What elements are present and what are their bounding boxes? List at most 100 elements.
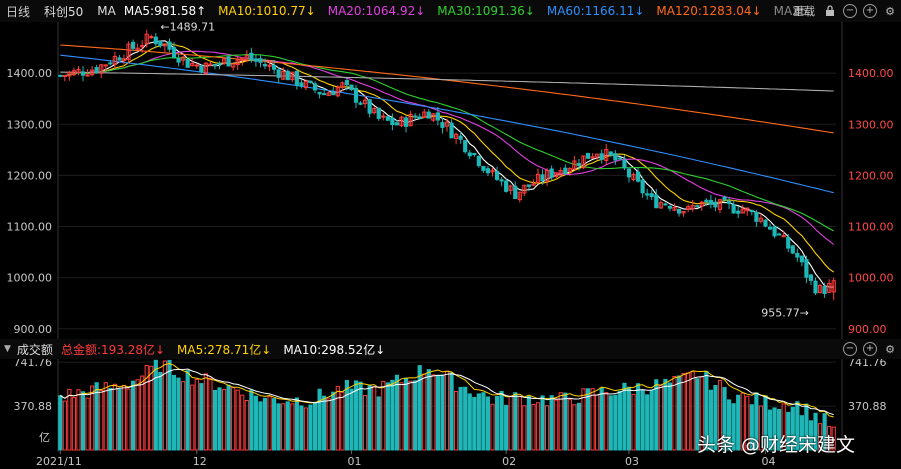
volume-bar [381,380,386,451]
volume-bar [85,397,90,451]
candle-body [631,174,636,180]
candle-body [654,194,659,209]
candle-body [444,121,450,127]
volume-bar [422,373,427,451]
volume-bar [290,403,295,451]
volume-moving-averages [60,362,834,418]
volume-bar [285,401,290,451]
volume-bar [827,426,832,451]
candle-body [267,64,272,67]
candle-body [704,199,709,203]
period-label[interactable]: 日线 [6,4,31,19]
volume-bar [658,385,663,451]
candle-body [130,41,136,49]
candle-body [99,64,104,74]
volume-bar [303,407,309,451]
volume-bar [335,385,340,451]
candle-body [717,199,723,210]
ma-label[interactable]: MA [97,4,116,18]
candle-body [167,41,172,50]
candle-body [808,274,814,281]
plus-icon[interactable]: + [863,342,877,356]
plus-icon[interactable]: + [863,4,877,18]
volume-bar [90,385,95,451]
volume-bar [108,387,113,451]
volume-bar [153,359,158,451]
volume-bar [181,381,186,451]
volume-bar [272,398,277,451]
candle-body [367,99,372,114]
date-tick-label: 02 [502,455,516,468]
price-tick-left: 1100.00 [7,221,53,234]
volume-bar [171,374,177,451]
candle-body [799,255,804,263]
volume-bar [244,400,249,451]
candle-body [331,91,336,96]
settings-icon[interactable]: ⚙ [885,4,895,18]
candle-body [745,207,750,212]
candle-body [640,179,645,194]
volume-bar [431,374,436,451]
volume-bar [667,382,673,451]
volume-bar [645,394,650,451]
candle-body [126,43,131,61]
candle-body [340,82,345,88]
volume-bar [608,395,613,451]
candle-body [563,167,568,175]
volume-bar [322,395,327,451]
price-tick-right: 900.00 [848,323,887,336]
volume-bar [208,377,213,451]
price-moving-averages [60,40,835,288]
ma-line-ma250 [60,71,834,92]
volume-bar [513,392,518,451]
candle-body [240,57,245,61]
volume-bar [353,380,359,451]
minus-icon[interactable]: − [843,4,857,18]
candle-body [781,235,786,238]
collapse-icon[interactable]: ▼ [4,344,11,354]
candle-body [499,179,504,182]
candle-body [476,155,481,167]
volume-indicator-0: 总金额:193.28亿↓ [60,342,166,357]
minus-icon[interactable]: − [843,342,857,356]
volume-bar [631,393,636,451]
volume-bar [190,384,195,451]
candle-body [426,111,431,119]
candle-body [285,70,290,81]
volume-bar [567,399,572,451]
price-tick-right: 1100.00 [848,221,894,234]
volume-bar [413,380,418,451]
candle-body [203,62,208,75]
candle-body [754,211,759,222]
reset-label[interactable]: 重载 [793,5,815,18]
candle-body [390,117,395,126]
lock-icon[interactable] [823,4,837,18]
volume-bar [817,423,823,451]
candle-body [435,112,440,121]
candle-body [813,280,818,294]
volume-bar [504,404,509,451]
price-tick-right: 1200.00 [848,169,894,182]
volume-bar [258,401,263,451]
settings-icon[interactable]: ⚙ [885,342,895,356]
candle-body [158,40,163,47]
volume-bar [449,372,454,451]
candle-body [281,70,286,80]
volume-bar [130,380,136,451]
volume-bar [76,389,81,451]
candle-body [335,86,340,97]
candle-body [303,81,309,89]
candle-body [94,67,99,73]
volume-bar [162,360,168,451]
volume-bar [117,388,122,451]
volume-bar [231,387,236,451]
candle-body [140,45,145,48]
price-axis-labels: 900.00 900.00 1000.00 1000.00 1100.00 1100.00… [7,20,894,336]
candle-body [294,70,299,86]
volume-bar [799,415,804,451]
volume-bar [517,395,522,451]
volume-bar [717,379,723,451]
candle-body [399,116,404,127]
volume-bar [499,390,504,451]
